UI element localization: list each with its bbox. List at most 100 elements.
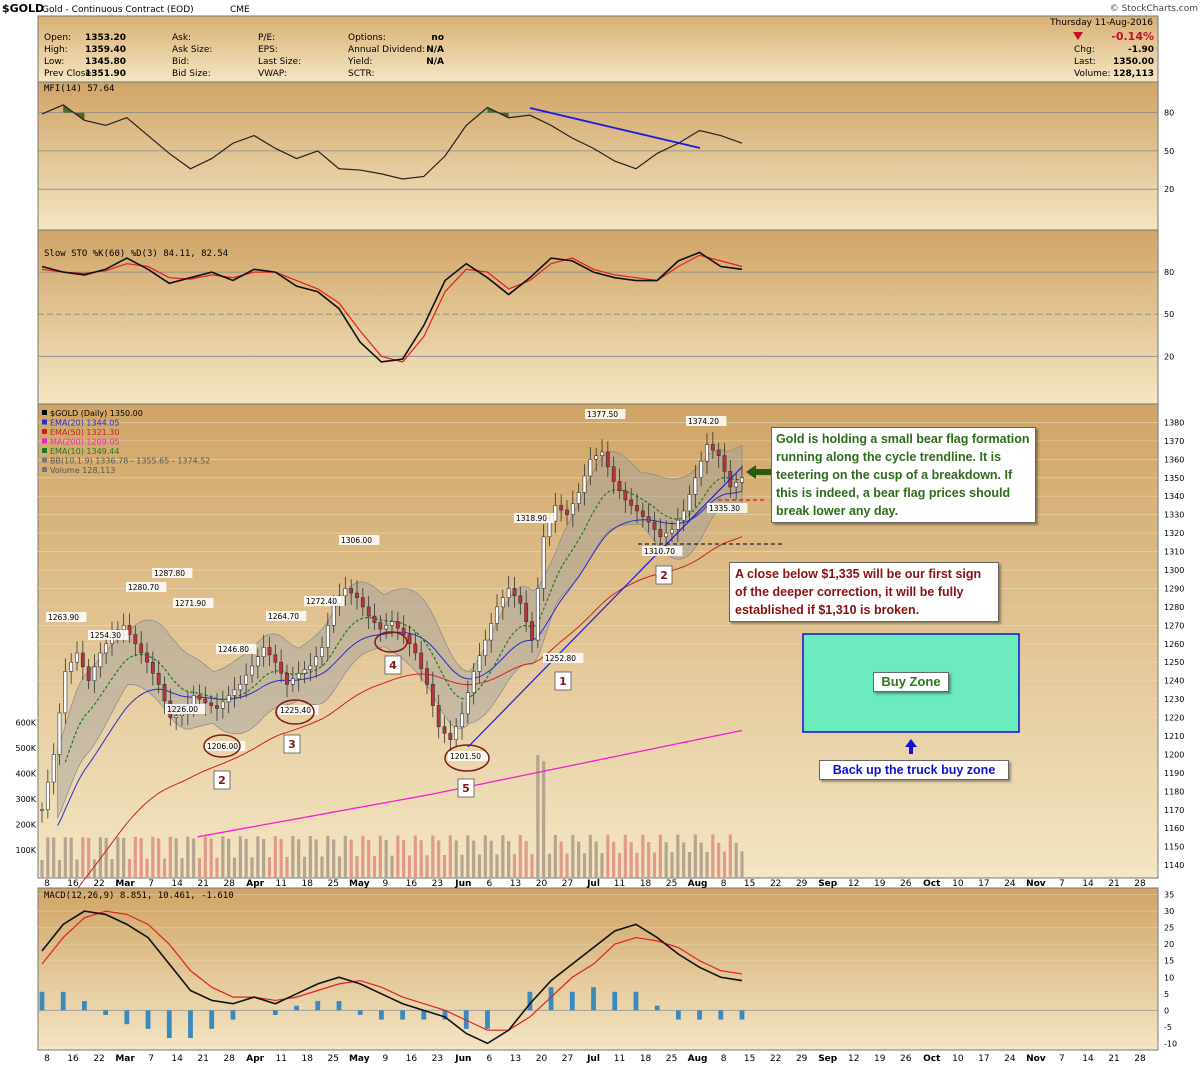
candle [565,509,569,515]
candle [355,592,359,598]
volume-tick-label: 300K [15,795,36,804]
y-tick-label: 30 [1164,907,1174,916]
x-tick-label: 7 [1059,879,1065,889]
candle [267,647,272,656]
candle [69,661,74,672]
x-tick-label: 13 [510,1054,521,1064]
candle [460,713,464,728]
price-label-bg [88,630,129,640]
candle [617,481,622,491]
x-tick-label: 28 [223,1054,235,1064]
cycle-trendline [467,466,743,748]
candle [156,672,161,685]
candle [611,466,616,482]
candle [681,510,686,521]
volume-bar [623,834,627,878]
candle [658,529,663,538]
y-tick-label: 1180 [1164,787,1184,796]
stat-label: Open: [44,33,71,43]
price-label: 1374.20 [688,417,719,426]
wave-circle [203,734,241,758]
price-label-bg [126,582,167,592]
candle [308,665,313,670]
volume-bar [273,836,277,878]
volume-bar [606,834,610,878]
volume-bar [180,858,184,878]
volume-bar [52,837,56,878]
x-tick-label: 27 [562,1054,573,1064]
y-tick-label: 1210 [1164,732,1184,741]
volume-bar [285,856,289,878]
x-tick-label: 18 [640,1054,652,1064]
y-tick-label: 1200 [1164,750,1184,759]
y-tick-label: 1260 [1164,640,1184,649]
x-tick-label: 20 [536,1054,548,1064]
candle [471,671,476,693]
candle [191,695,196,705]
legend-entry: Volume 128,113 [50,466,115,475]
volume-bar [658,834,662,878]
legend-swatch [42,457,47,463]
candle [448,732,453,740]
volume-bar [209,838,213,878]
header-date: Thursday 11-Aug-2016 [1049,18,1153,28]
candle [372,615,377,623]
macd-histogram-bar [336,1001,342,1011]
candle [250,665,254,676]
macd-histogram-bar [739,1010,745,1020]
volume-bar [524,841,528,878]
macd-histogram-bar [124,1010,130,1025]
x-tick-label: 21 [197,1054,208,1064]
stat-label: Last Size: [258,57,301,67]
price-label-bg [642,546,683,556]
x-tick-label: 9 [382,879,388,889]
stat-value: 1359.40 [85,45,126,55]
x-tick-label: 21 [1108,1054,1119,1064]
candle [349,588,354,594]
x-tick-label: 17 [978,879,989,889]
ema50-line [49,536,743,929]
candle [425,668,429,685]
volume-bar [699,842,703,878]
x-tick-label: 20 [536,879,548,889]
candle [559,505,564,511]
x-tick-label: Aug [688,1054,708,1064]
macd-histogram-bar [82,1001,87,1011]
volume-bar [740,851,744,878]
candle [162,684,167,702]
legend-entry: EMA(20) 1344.05 [50,419,119,428]
volume-bar [57,859,62,878]
volume-bar [693,834,697,878]
candle [384,625,389,630]
x-tick-label: 10 [952,1054,964,1064]
volume-bar [722,851,727,878]
x-tick-label: Apr [246,1054,264,1064]
candle [226,695,231,703]
macd-histogram-bar [569,991,575,1011]
volume-bar [98,837,102,878]
legend-entry: $GOLD (Daily) 1350.00 [50,409,143,418]
x-tick-label: 8 [44,879,50,889]
volume-bar [617,852,622,878]
candle [646,516,651,523]
correction-note: A close below $1,335 will be our first s… [729,562,999,622]
x-tick-label: 11 [614,879,625,889]
stat-label: Bid Size: [172,69,211,79]
wave-label: 1 [559,675,567,688]
volume-bar [186,836,190,878]
macd-histogram-bar [294,1005,299,1011]
volume-bar [682,842,686,878]
y-tick-label: 1300 [1164,566,1184,575]
volume-bar [110,859,114,878]
volume-bar [343,835,347,878]
x-tick-label: Sep [818,1054,838,1064]
price-label: 1201.50 [450,752,481,761]
sto-label: Slow STO %K(60) %D(3) 84.11, 82.54 [44,249,228,259]
y-tick-label: 15 [1164,957,1174,966]
candle [652,521,657,530]
stat-label: EPS: [258,45,278,55]
volume-bar [664,842,668,878]
candle [98,652,103,668]
bear-flag-note: Gold is holding a small bear flag format… [771,427,1036,523]
volume-tick-label: 200K [15,821,36,830]
